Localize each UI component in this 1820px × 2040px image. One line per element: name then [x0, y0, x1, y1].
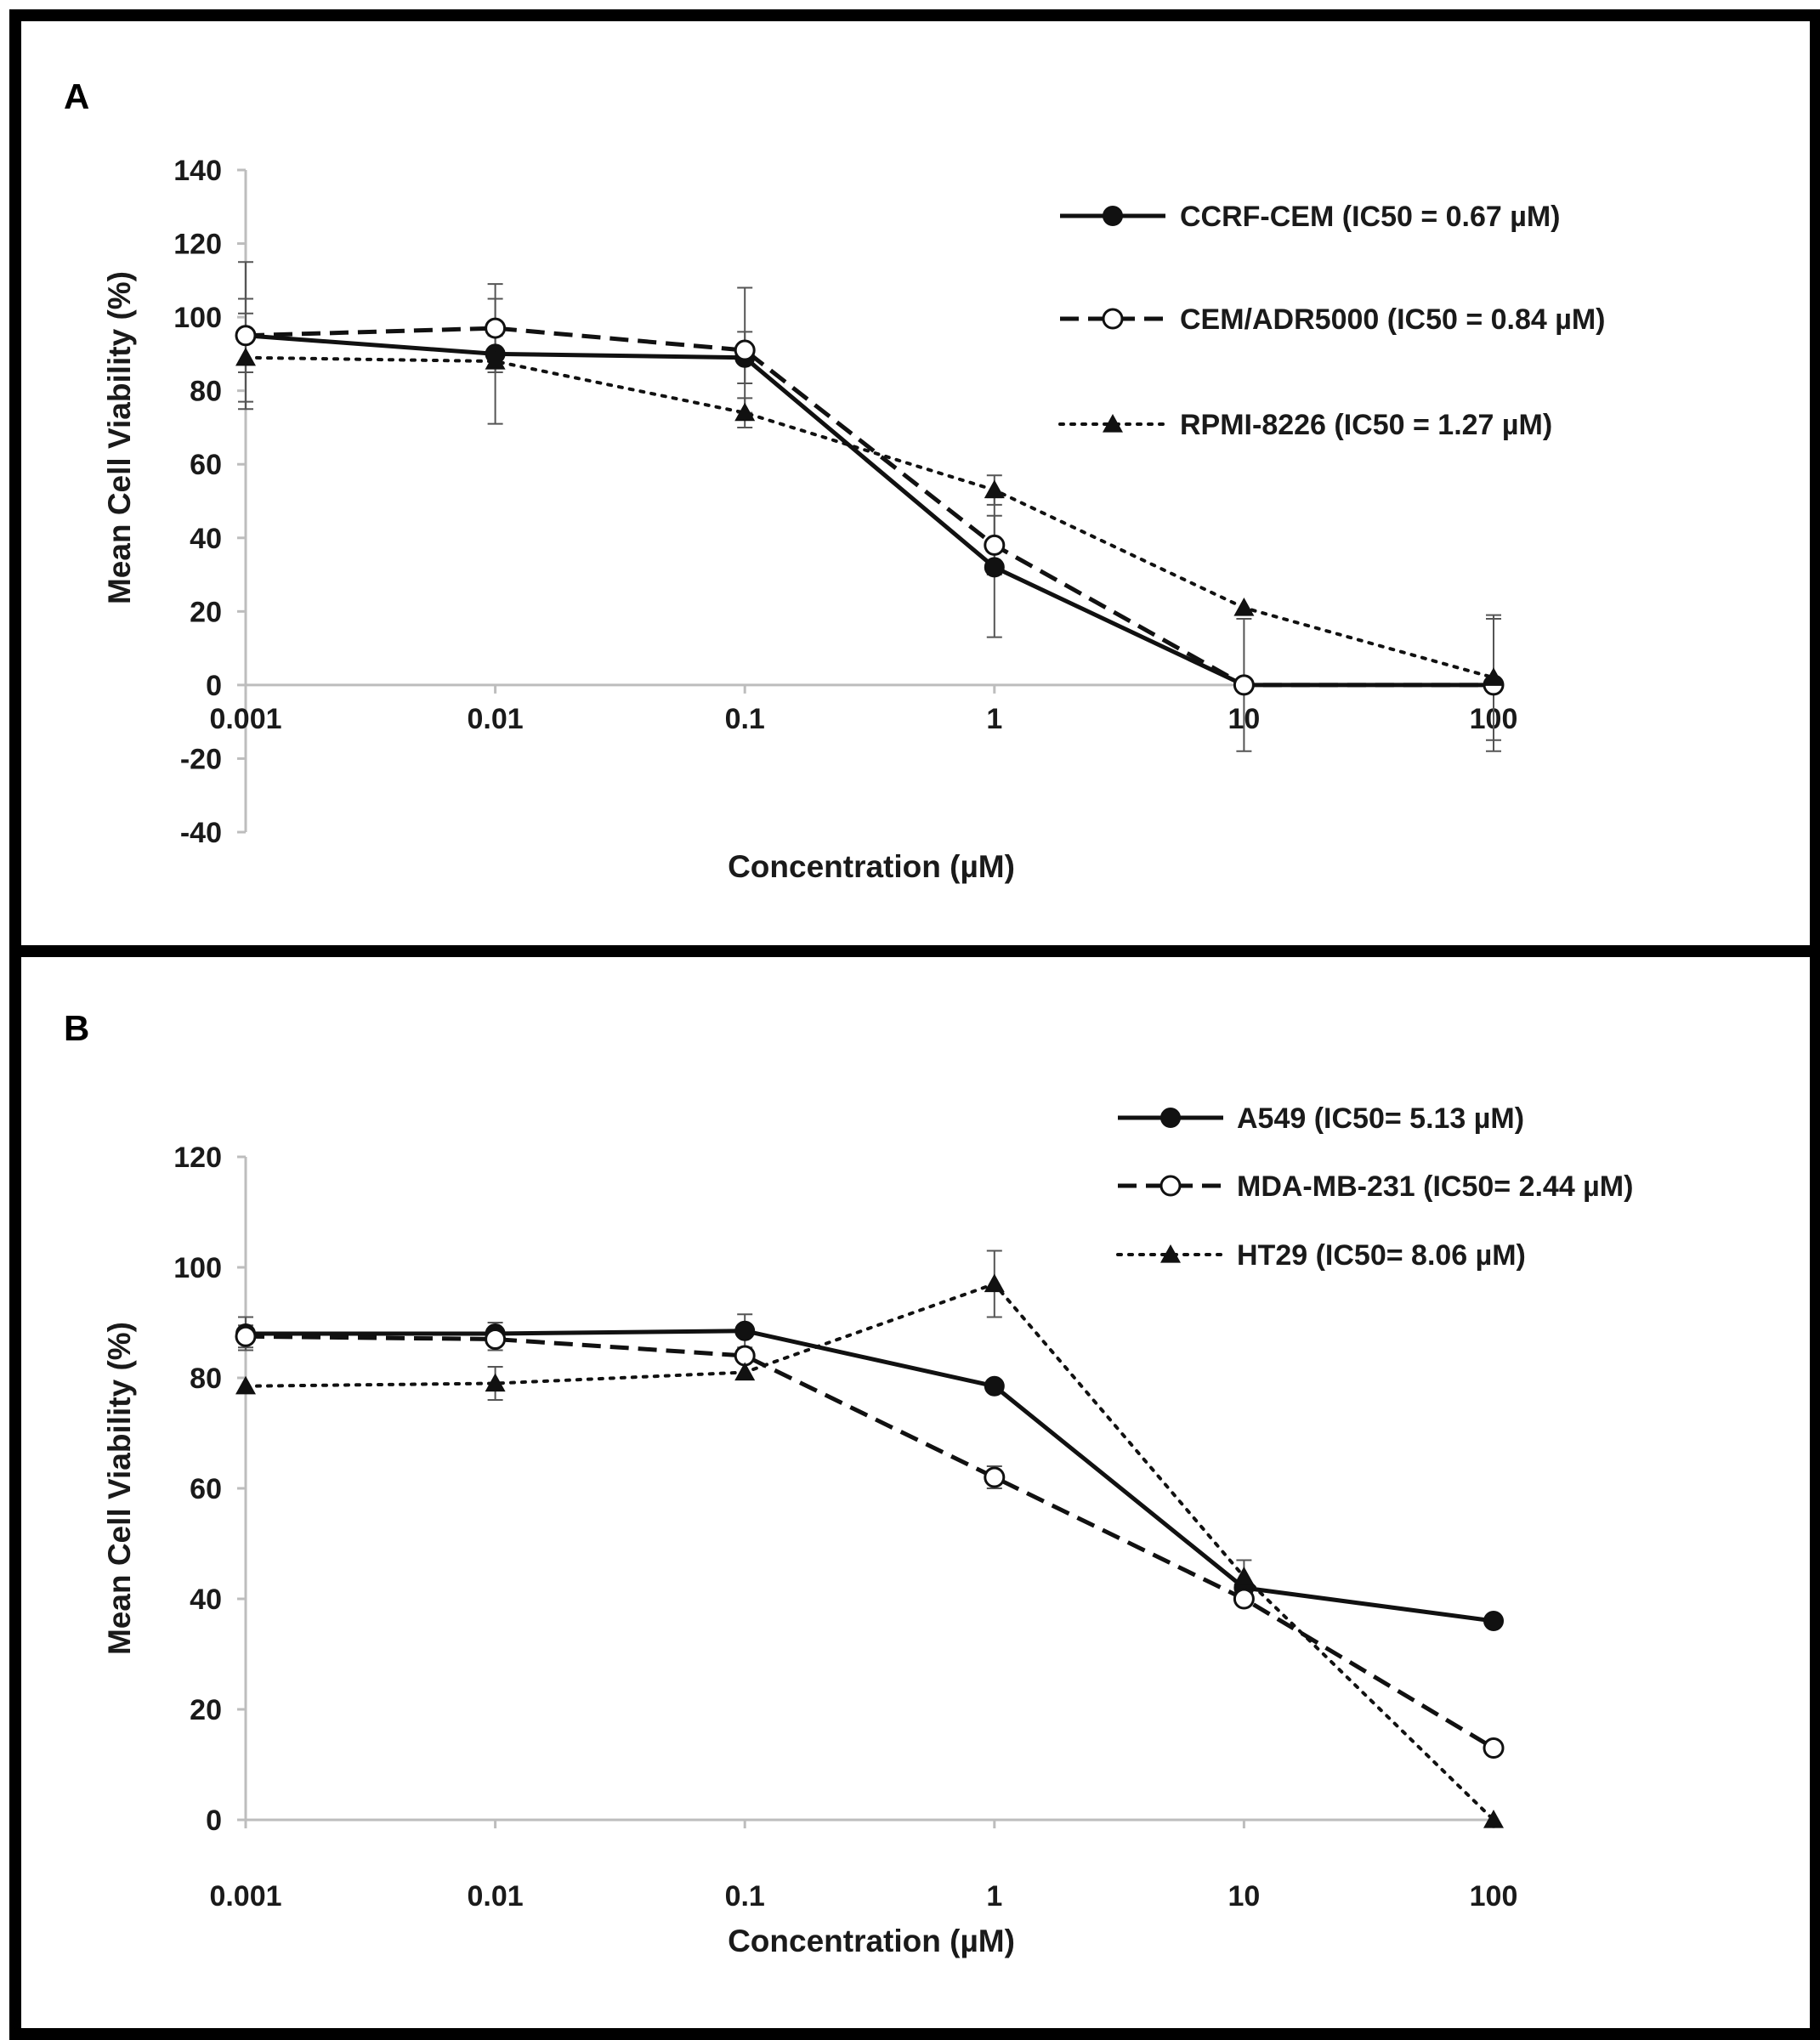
series-3-point	[485, 351, 506, 370]
series-2-point	[235, 1325, 257, 1347]
series-line-2	[245, 1334, 1495, 1750]
x-axis-title: Concentration (µM)	[728, 1924, 1015, 1958]
panel-a: A 140 120 100 80 60 40 20 0 -20 -40 0.001 0.01 0.1 1 1…	[9, 9, 1820, 963]
legend-entry-1: CCRF-CEM (IC50 = 0.67 µM)	[1180, 201, 1561, 233]
x-tick-label: 0.1	[725, 1880, 765, 1912]
series-2-point	[1233, 1588, 1255, 1610]
x-tick-label: 100	[1470, 1880, 1518, 1912]
legend-entry-1: A549 (IC50= 5.13 µM)	[1237, 1102, 1524, 1135]
panel-b: B 120 100 80 60 40 20 0 0.001 0.01 0.1 1 10 100 Conce…	[9, 945, 1820, 2040]
y-tick-label: 0	[206, 670, 222, 702]
y-tick-label: 120	[173, 229, 222, 261]
x-tick-label: 0.1	[725, 703, 765, 735]
legend-entry-3: HT29 (IC50= 8.06 µM)	[1237, 1239, 1526, 1272]
series-2-point	[235, 325, 257, 347]
series-line-2	[245, 326, 1494, 688]
y-tick-label: 80	[190, 376, 222, 408]
series-2-point	[485, 317, 507, 339]
series-line-3	[244, 1282, 1495, 1822]
series-3-point	[485, 1373, 506, 1392]
x-tick-label: 0.01	[468, 703, 524, 735]
series-3-point	[734, 1362, 756, 1381]
series-3-point	[984, 1273, 1005, 1293]
series-2-point	[485, 1329, 507, 1350]
x-tick-label: 1	[986, 703, 1002, 735]
series-2-point	[984, 1466, 1006, 1488]
y-tick-label: 100	[173, 1252, 222, 1284]
legend-entry-2: CEM/ADR5000 (IC50 = 0.84 µM)	[1180, 303, 1606, 336]
series-2-point	[1483, 1737, 1505, 1759]
x-tick-label: 0.001	[209, 1880, 281, 1912]
series-line-3	[244, 355, 1495, 680]
panel-a-label: A	[64, 76, 89, 116]
x-axis-title: Concentration (µM)	[728, 849, 1015, 884]
y-tick-label: 140	[173, 155, 222, 187]
series-3-point	[1483, 1810, 1504, 1828]
y-tick-label: 20	[190, 1694, 222, 1726]
y-tick-label: -40	[180, 817, 222, 849]
legend-marker-2	[1102, 308, 1124, 330]
y-tick-label: 40	[190, 523, 222, 555]
y-axis-title: Mean Cell Viability (%)	[102, 1322, 137, 1655]
y-tick-label: 40	[190, 1584, 222, 1616]
legend-marker-1	[1160, 1108, 1181, 1128]
y-tick-label: 60	[190, 1473, 222, 1505]
series-2-point	[734, 339, 756, 361]
legend-entry-2: MDA-MB-231 (IC50= 2.44 µM)	[1237, 1170, 1633, 1203]
legend-marker-3	[1160, 1244, 1181, 1263]
x-tick-label: 0.01	[468, 1880, 524, 1912]
y-tick-label: 120	[173, 1142, 222, 1174]
y-tick-label: 60	[190, 449, 222, 481]
y-axis-title: Mean Cell Viability (%)	[102, 271, 137, 604]
series-1-point	[984, 1375, 1005, 1397]
y-tick-label: -20	[180, 743, 222, 775]
series-2-point	[984, 534, 1006, 556]
series-2-point	[1233, 674, 1255, 696]
series-3-point	[235, 347, 256, 366]
x-tick-label: 0.001	[209, 703, 281, 735]
series-3-point	[984, 479, 1005, 499]
series-3-point	[235, 1375, 256, 1395]
x-tick-label: 10	[1228, 1880, 1260, 1912]
chart-b: B 120 100 80 60 40 20 0 0.001 0.01 0.1 1 10 100 Conce…	[64, 1008, 1633, 1958]
series-1-point	[984, 557, 1005, 578]
panel-b-label: B	[64, 1008, 89, 1048]
y-tick-label: 80	[190, 1363, 222, 1395]
x-tick-label: 1	[986, 1880, 1002, 1912]
legend-marker-1	[1103, 206, 1123, 226]
y-tick-label: 20	[190, 596, 222, 628]
y-tick-label: 100	[173, 302, 222, 334]
series-3-point	[1483, 667, 1504, 686]
legend-marker-2	[1159, 1175, 1182, 1197]
series-line-1	[246, 1329, 1494, 1624]
series-1-point	[734, 1320, 756, 1341]
legend-marker-3	[1103, 414, 1123, 433]
legend-entry-3: RPMI-8226 (IC50 = 1.27 µM)	[1180, 409, 1552, 441]
series-3-point	[1233, 1567, 1255, 1585]
series-line-1	[245, 333, 1494, 688]
y-tick-label: 0	[206, 1805, 222, 1837]
series-3-point	[734, 402, 756, 422]
series-1-point	[1483, 1611, 1504, 1631]
series-3-point	[1233, 598, 1255, 616]
